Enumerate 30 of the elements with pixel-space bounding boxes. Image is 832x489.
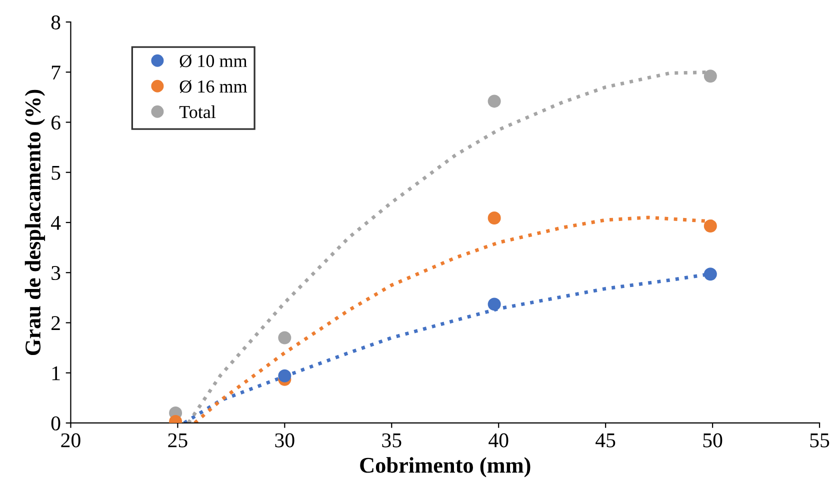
y-tick-label: 0	[51, 416, 60, 430]
x-tick-label: 50	[703, 433, 722, 448]
x-tick-label: 40	[488, 433, 508, 448]
x-tick-label: 45	[596, 433, 616, 448]
x-tick-label: 55	[810, 434, 830, 448]
point	[278, 369, 292, 382]
x-tick-label: 30	[275, 433, 294, 448]
x-tick-label: 35	[382, 433, 402, 448]
legend-label: Total	[179, 105, 216, 118]
y-tick-label: 8	[51, 15, 60, 30]
y-tick-label: 5	[52, 166, 60, 180]
y-tick-label: 2	[51, 316, 60, 330]
point	[278, 331, 292, 344]
y-tick-label: 7	[52, 66, 60, 80]
point	[704, 220, 717, 233]
y-tick-label: 1	[52, 366, 60, 380]
point	[704, 268, 717, 281]
y-axis-title: Grau de desplacamento (%)	[24, 90, 46, 356]
point	[704, 70, 717, 83]
x-axis-title: Cobrimento (mm)	[360, 457, 530, 478]
legend-label: Ø 16 mm	[180, 80, 248, 93]
y-tick-label: 3	[52, 266, 60, 280]
point	[488, 298, 501, 311]
point	[488, 211, 501, 224]
y-tick-label: 4	[50, 216, 61, 230]
x-tick-label: 25	[168, 433, 188, 448]
legend-label: Ø 10 mm	[180, 54, 248, 68]
y-tick-label: 6	[51, 116, 60, 130]
point	[488, 94, 501, 108]
x-tick-label: 20	[61, 433, 80, 448]
